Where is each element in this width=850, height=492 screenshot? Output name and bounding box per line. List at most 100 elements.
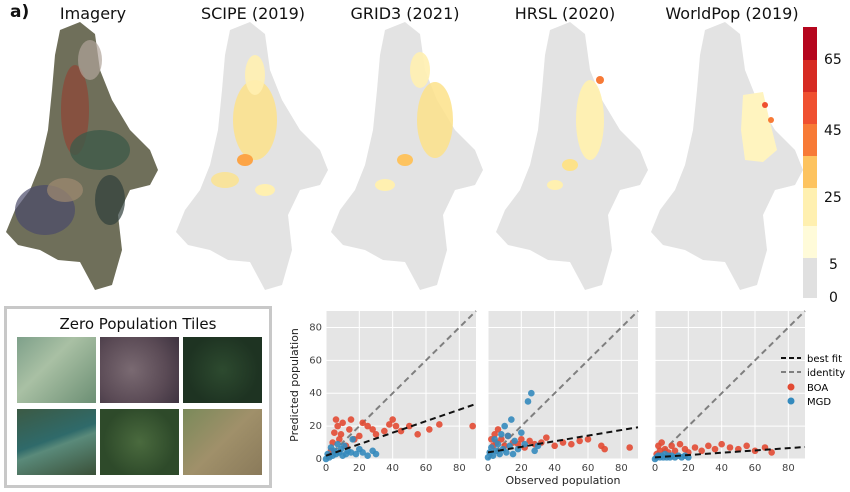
plot-3-point-boa [671,447,679,455]
hrsl-map [496,22,648,290]
plot-2-point-boa [601,445,608,453]
plot-1-point-boa [436,421,443,428]
map-title-imagery: Imagery [59,4,127,23]
legend: best fit identity BOA MGD [781,354,845,408]
plot-2-point-mgd [518,429,525,436]
plot-1-ytick: 0 [316,454,322,465]
plot-1-xtick: 80 [453,463,466,474]
plot-2-point-mgd [503,449,510,456]
plot-2-point-mgd [509,450,517,458]
plot-1-xtick: 60 [420,463,433,474]
plot-2-point-mgd [489,452,497,460]
plot-3-point-boa [705,442,712,450]
plot-2-point-mgd [508,416,515,423]
maps-graphic [6,22,817,298]
plot-1-point-mgd [372,450,380,458]
plot-2-point-boa [568,440,575,448]
plot-3-xtick: 0 [652,463,658,474]
plot-3-point-boa [698,447,705,455]
worldpop-map [651,22,803,290]
plot-1-point-boa [337,431,345,438]
tile-grassland [17,337,96,403]
map-title-hrsl: HRSL (2020) [514,4,616,23]
plot-3-point-boa [743,442,750,450]
legend-identity-label: identity [807,368,845,379]
plot-1-identity-line [325,310,477,460]
colorbar-tick-45: 45 [824,123,842,139]
plot-1-point-boa [334,422,341,430]
plot-2-point-mgd [531,447,538,455]
plot-2-point-mgd [496,450,503,458]
tiles-title: Zero Population Tiles [59,315,217,333]
panel-a-label: a) [10,2,30,22]
plot-1-point-mgd [349,435,356,443]
legend-best-fit-label: best fit [807,354,842,365]
zero-population-tiles-panel: Zero Population Tiles [4,306,272,488]
map-title-worldpop: WorldPop (2019) [665,4,799,23]
plot-2-point-mgd [511,437,518,445]
plot-3-xtick: 80 [782,463,795,474]
plot-1-best-fit-line [325,402,477,457]
plot-2-xtick: 0 [485,463,491,474]
colorbar-tick-25: 25 [824,190,842,206]
tile-dark-soil [100,337,179,403]
plot-1-xtick: 0 [323,463,329,474]
plot-3-point-boa [668,442,675,450]
plot-1-point-boa [356,432,363,440]
tile-forest [183,337,262,403]
plot-2-point-mgd [528,389,535,397]
plot-2-xlabel: Observed population [506,474,621,487]
plot-3-point-boa [768,449,775,456]
scatter-plots: 0 20 40 60 80 0 20 40 60 80 Predicted population 0 2… [288,310,806,487]
plot-1-xtick: 40 [386,463,399,474]
plot-1-point-boa [359,419,366,427]
plot-1-point-boa [469,422,476,430]
plot-3-point-boa [718,440,725,448]
plot-1-point-boa [392,422,400,430]
plot-1-point-mgd [341,442,348,450]
plot-2-point-boa [543,434,550,441]
plot-2-point-boa [491,431,498,438]
plot-1-ytick: 20 [309,421,322,432]
plot-1-point-boa [339,419,346,427]
plot-1-xtick: 20 [353,463,366,474]
plot-2-point-boa [576,437,583,445]
plot-2-point-mgd [524,398,532,405]
plot-2-point-mgd [491,435,498,443]
plot-2-point-boa [551,442,558,450]
plot-3-point-boa [726,444,734,451]
grid3-map [331,22,483,290]
plot-2-point-mgd [494,440,502,448]
plot-1-point-boa [364,422,371,430]
plot-1-point-mgd [347,449,355,456]
plot-3-xtick: 40 [715,463,728,474]
tile-dry-field [183,409,262,475]
scipe-map [176,22,328,290]
plot-2-point-boa [518,435,525,443]
plot-3-point-boa [658,439,665,446]
legend-boa-marker [787,383,795,391]
plot-1-point-boa [346,426,353,433]
plot-1-point-boa [386,421,393,428]
plot-1-ylabel: Predicted population [288,328,301,442]
plot-2-xtick: 60 [582,463,595,474]
plot-2-xtick: 40 [548,463,561,474]
plot-3-point-boa [711,445,719,453]
tile-orchard [100,409,179,475]
colorbar-tick-0: 0 [829,290,838,306]
plot-1-point-boa [369,426,376,433]
plot-2-point-mgd [506,442,513,450]
plot-2-point-boa [498,435,505,443]
plot-3-xtick: 20 [682,463,695,474]
plot-2-point-boa [584,435,592,443]
plot-1-ytick: 80 [309,322,322,333]
plot-1-point-boa [381,427,388,435]
plot-3-point-boa [676,440,684,448]
map-title-grid3: GRID3 (2021) [350,4,460,23]
plot-2-point-mgd [504,432,512,440]
plot-1-point-boa [347,416,355,423]
plot-3-point-boa [691,444,699,451]
plot-1-point-boa [406,422,413,430]
plot-2-xtick: 80 [615,463,628,474]
plot-3-xtick: 60 [749,463,762,474]
